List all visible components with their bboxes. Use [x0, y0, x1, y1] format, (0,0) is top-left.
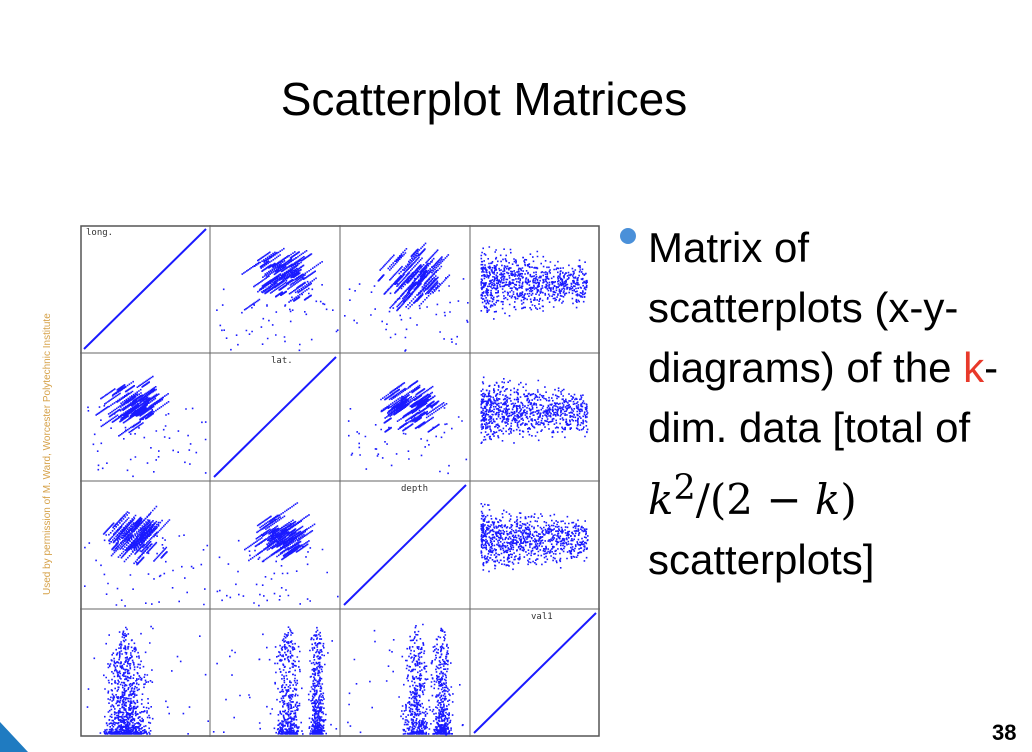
panel-val1-vs-depth [347, 623, 464, 736]
panel-long.-vs-long.: long. [83, 228, 207, 350]
diagonal-label: long. [86, 228, 113, 238]
panel-lat.-vs-val1 [480, 376, 589, 444]
scatter-points [480, 376, 589, 444]
panel-lat.-vs-lat.: lat. [213, 356, 337, 478]
panel-depth-vs-lat. [216, 502, 339, 607]
scatter-points [347, 380, 468, 475]
bullet-dot-icon [620, 228, 636, 244]
formula-k: k [648, 475, 674, 524]
panel-long.-vs-depth [344, 242, 469, 352]
scatter-points [87, 375, 207, 478]
diagonal-identity-line [343, 484, 467, 606]
bullet-text-part2: -dim. data [total of [648, 344, 999, 451]
scatter-points [216, 502, 339, 607]
slide-title: Scatterplot Matrices [280, 73, 688, 125]
scatter-points [86, 625, 209, 735]
panel-val1-vs-val1: val1 [473, 612, 597, 734]
scatter-points [347, 623, 464, 736]
scatter-points [344, 242, 469, 352]
formula-middle: /(2 − [695, 475, 815, 524]
scatter-points [480, 503, 589, 573]
diagonal-identity-line [473, 612, 597, 734]
bullet-text: Matrix of scatterplots (x-y-diagrams) of… [648, 218, 1018, 590]
panel-depth-vs-long. [84, 505, 209, 607]
diagonal-identity-line [213, 356, 337, 478]
formula-exponent: 2 [673, 468, 696, 508]
panel-depth-vs-val1 [480, 503, 589, 573]
diagonal-label: val1 [531, 612, 553, 622]
panel-lat.-vs-depth [347, 380, 468, 475]
formula: k2/(2 − k) [648, 468, 857, 524]
page-number: 38 [992, 720, 1017, 745]
panel-depth-vs-depth: depth [343, 484, 467, 606]
formula-k2: k [814, 475, 841, 524]
bullet-text-part3: scatterplots] [648, 536, 875, 583]
panel-val1-vs-long. [86, 625, 209, 735]
diagonal-identity-line [83, 228, 207, 350]
scatterplot-matrix: long. lat. depth val1 [80, 225, 600, 737]
formula-end: ) [840, 475, 857, 524]
scatter-points [216, 247, 339, 352]
panel-long.-vs-lat. [216, 247, 339, 352]
diagonal-label: lat. [271, 356, 293, 366]
corner-accent [0, 722, 28, 752]
scatter-points [480, 246, 588, 320]
panel-long.-vs-val1 [480, 246, 588, 320]
scatter-points [84, 505, 209, 607]
diagonal-label: depth [401, 484, 428, 494]
panel-lat.-vs-long. [87, 375, 207, 478]
bullet-highlight-k: k [963, 344, 985, 391]
bullet-text-part1: Matrix of scatterplots (x-y-diagrams) of… [648, 224, 964, 391]
image-credit: Used by permission of M. Ward, Worcester… [42, 313, 53, 595]
